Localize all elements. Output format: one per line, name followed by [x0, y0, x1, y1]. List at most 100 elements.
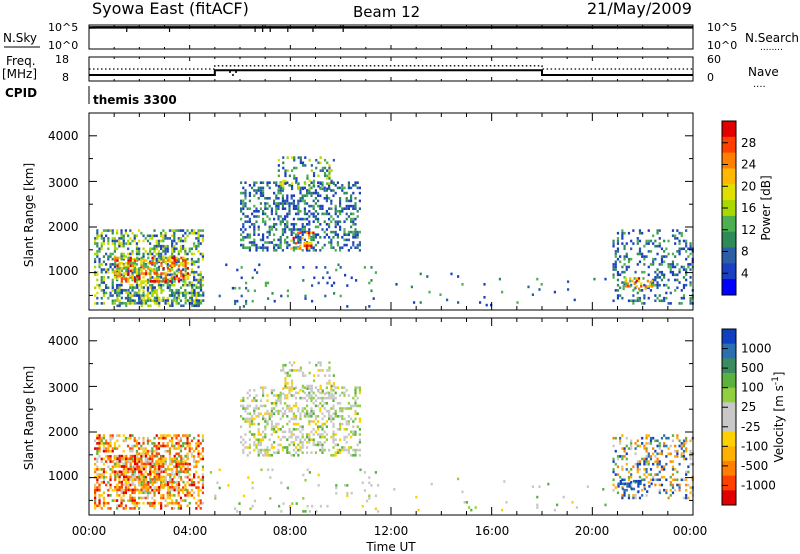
echo-cell	[253, 289, 256, 293]
echo-cell	[245, 302, 248, 306]
echo-cell	[312, 174, 316, 178]
echo-cell	[173, 507, 176, 510]
echo-cell	[321, 448, 324, 452]
echo-cell	[308, 215, 311, 218]
echo-cell	[665, 436, 668, 440]
echo-cell	[190, 481, 194, 484]
echo-cell	[630, 442, 633, 445]
echo-cell	[334, 391, 337, 395]
echo-cell	[643, 486, 646, 489]
echo-cell	[109, 457, 112, 461]
echo-cell	[171, 442, 174, 445]
echo-cell	[201, 229, 205, 232]
echo-cell	[288, 435, 291, 439]
echo-cell	[321, 412, 324, 416]
echo-cell	[678, 270, 681, 274]
echo-cell	[281, 204, 284, 208]
echo-cell	[314, 197, 317, 200]
echo-cell	[308, 220, 311, 224]
echo-cell	[343, 407, 346, 410]
echo-cell	[246, 412, 249, 416]
xtick-0400: 04:00	[173, 524, 208, 538]
echo-cell	[160, 465, 163, 468]
echo-cell	[173, 270, 176, 274]
echo-cell	[344, 273, 347, 277]
echo-cell	[164, 460, 167, 463]
echo-cell	[262, 181, 265, 185]
echo-cell	[129, 256, 132, 260]
echo-cell	[641, 289, 644, 292]
echo-cell	[102, 478, 106, 482]
echo-cell	[244, 202, 247, 205]
echo-cell	[627, 231, 631, 235]
echo-cell	[116, 239, 119, 243]
echo-cell	[312, 212, 315, 216]
echo-cell	[625, 444, 628, 448]
echo-cell	[317, 389, 320, 393]
echo-cell	[248, 199, 251, 203]
echo-cell	[282, 392, 285, 396]
echo-cell	[111, 278, 114, 282]
echo-cell	[164, 256, 167, 260]
echo-cell	[118, 274, 121, 278]
echo-cell	[262, 438, 265, 442]
echo-cell	[253, 435, 256, 439]
echo-cell	[125, 291, 128, 295]
echo-cell	[332, 438, 335, 442]
colorbar-tick-label: 4	[741, 266, 749, 280]
echo-cell	[292, 207, 295, 211]
echo-cell	[201, 278, 205, 282]
echo-cell	[162, 496, 165, 500]
echo-cell	[292, 225, 295, 229]
echo-cell	[166, 247, 169, 251]
echo-cell	[131, 434, 134, 437]
echo-cell	[310, 430, 313, 434]
echo-cell	[118, 481, 121, 484]
echo-cell	[140, 455, 143, 458]
echo-cell	[120, 283, 123, 287]
echo-cell	[658, 237, 661, 240]
echo-cell	[257, 438, 260, 442]
echo-cell	[151, 268, 154, 271]
echo-cell	[164, 468, 167, 471]
echo-cell	[330, 189, 333, 192]
echo-cell	[248, 430, 251, 434]
echo-cell	[162, 436, 165, 440]
echo-cell	[127, 272, 130, 275]
echo-cell	[182, 273, 185, 277]
echo-cell	[612, 244, 615, 248]
echo-cell	[262, 391, 265, 395]
echo-cell	[236, 268, 239, 272]
echo-cell	[625, 268, 628, 271]
echo-cell	[120, 261, 123, 265]
echo-cell	[255, 220, 258, 224]
echo-cell	[312, 391, 315, 395]
echo-cell	[129, 457, 132, 461]
echo-cell	[278, 504, 281, 508]
xtick-1200: 12:00	[374, 524, 409, 538]
echo-cell	[190, 302, 194, 305]
echo-cell	[157, 462, 161, 466]
echo-cell	[136, 301, 139, 305]
echo-cell	[295, 223, 298, 226]
echo-cell	[295, 422, 298, 426]
echo-cell	[632, 299, 635, 303]
echo-cell	[102, 229, 106, 232]
echo-cell	[649, 263, 653, 266]
echo-cell	[98, 247, 101, 251]
echo-cell	[286, 289, 289, 293]
echo-cell	[330, 454, 333, 457]
echo-cell	[374, 471, 377, 474]
echo-cell	[94, 265, 97, 269]
echo-cell	[173, 457, 176, 461]
echo-cell	[304, 156, 307, 159]
echo-cell	[538, 485, 541, 489]
echo-cell	[201, 237, 205, 240]
echo-cell	[184, 239, 187, 243]
echo-cell	[641, 442, 644, 445]
echo-cell	[270, 391, 273, 395]
echo-cell	[140, 260, 143, 264]
echo-cell	[199, 301, 203, 305]
echo-cell	[303, 202, 306, 205]
echo-cell	[158, 256, 161, 260]
